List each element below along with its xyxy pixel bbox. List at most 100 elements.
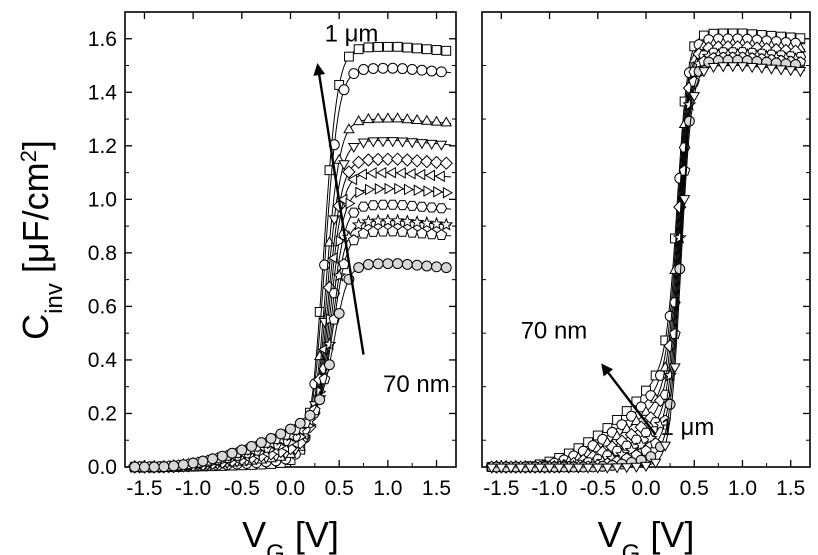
x-tick-label: -0.5 — [224, 477, 260, 500]
data-point — [419, 215, 434, 230]
data-point — [255, 437, 267, 448]
data-point — [485, 463, 498, 474]
data-point — [294, 417, 306, 429]
data-point — [348, 234, 360, 246]
data-point — [390, 152, 405, 166]
data-point — [395, 167, 406, 179]
data-point — [406, 226, 418, 238]
data-point — [591, 463, 604, 474]
data-point — [649, 458, 662, 469]
right-panel: -1.5 -1.0 -0.5 0.0 0.5 1.0 1.5 VG [V] 70 nm 1 μm — [481, 11, 811, 555]
data-point — [377, 137, 389, 148]
data-point — [158, 461, 170, 473]
data-point — [139, 461, 150, 473]
series-triangle-down — [129, 137, 452, 474]
data-point — [352, 114, 365, 126]
data-point — [357, 227, 370, 239]
data-point — [435, 203, 448, 214]
data-point — [630, 462, 643, 473]
data-point — [314, 394, 326, 406]
data-point — [372, 112, 384, 123]
data-point — [543, 463, 556, 474]
data-point — [514, 463, 527, 474]
y-axis-title: Cinv [μF/cm2] — [15, 140, 68, 340]
data-point — [390, 213, 405, 227]
x-axis-title: VG [V] — [242, 514, 339, 555]
data-point — [332, 268, 347, 282]
data-point — [664, 398, 676, 410]
data-point — [374, 183, 385, 195]
data-point — [611, 463, 623, 474]
data-point — [682, 97, 697, 111]
series-square — [129, 41, 452, 472]
data-point — [362, 112, 375, 124]
data-point — [381, 152, 395, 166]
data-point — [765, 64, 778, 75]
data-point — [396, 225, 409, 237]
left-panel: -1.5 -1.0 -0.5 0.0 0.5 1.0 1.5 0.0 0.2 0.4 0.6 0.8 1… — [88, 11, 457, 555]
data-point — [672, 230, 687, 244]
data-point — [400, 153, 415, 167]
x-tick-label: -0.5 — [580, 477, 616, 500]
data-point — [265, 432, 277, 444]
x-tick-label: -1.0 — [531, 477, 567, 500]
data-point — [424, 169, 435, 182]
y-tick-label: 0.4 — [88, 349, 118, 372]
data-point — [348, 68, 360, 80]
annotation: 1 μm — [325, 20, 379, 47]
y-tick-label: 0.8 — [88, 242, 117, 265]
data-point — [410, 154, 424, 168]
data-point — [441, 45, 452, 56]
data-point — [362, 259, 374, 270]
y-tick-label: 1.6 — [88, 28, 117, 51]
data-point — [416, 139, 428, 150]
data-point — [363, 42, 374, 53]
data-point — [669, 363, 681, 374]
annotation: 70 nm — [383, 371, 450, 398]
data-point — [405, 167, 416, 180]
data-point — [366, 167, 377, 179]
data-point — [411, 113, 423, 124]
y-tick-label: 0.6 — [88, 295, 117, 318]
data-point — [640, 461, 652, 472]
data-point — [394, 182, 405, 195]
data-point — [402, 42, 413, 53]
data-point — [197, 455, 209, 467]
data-point — [400, 214, 415, 228]
data-point — [373, 42, 384, 52]
data-point — [382, 258, 394, 270]
series-line — [486, 38, 806, 468]
data-point — [678, 164, 691, 176]
data-point — [727, 62, 739, 73]
series-line — [129, 46, 452, 468]
data-point — [582, 463, 594, 474]
data-point — [358, 64, 369, 75]
annotation: 70 nm — [521, 318, 588, 345]
data-point — [406, 138, 418, 149]
data-point — [304, 409, 316, 421]
data-point — [382, 41, 393, 52]
data-point — [367, 225, 379, 237]
x-tick-label: -1.0 — [175, 477, 211, 500]
data-point — [377, 225, 389, 237]
data-point — [406, 63, 418, 75]
data-point — [442, 186, 454, 199]
data-point — [505, 463, 517, 474]
data-point — [620, 463, 633, 474]
data-point — [187, 457, 199, 469]
data-point — [386, 137, 399, 148]
data-point — [314, 307, 325, 317]
data-point — [416, 64, 428, 76]
arrow — [313, 63, 365, 355]
data-point — [425, 139, 438, 151]
x-tick-label: 1.5 — [776, 477, 805, 500]
data-point — [365, 183, 376, 196]
data-point — [401, 113, 414, 124]
data-point — [338, 160, 350, 171]
data-point — [386, 199, 399, 210]
data-point — [361, 214, 376, 228]
x-tick-label: 0.5 — [680, 477, 709, 500]
data-point — [361, 153, 376, 167]
data-point — [392, 258, 404, 270]
